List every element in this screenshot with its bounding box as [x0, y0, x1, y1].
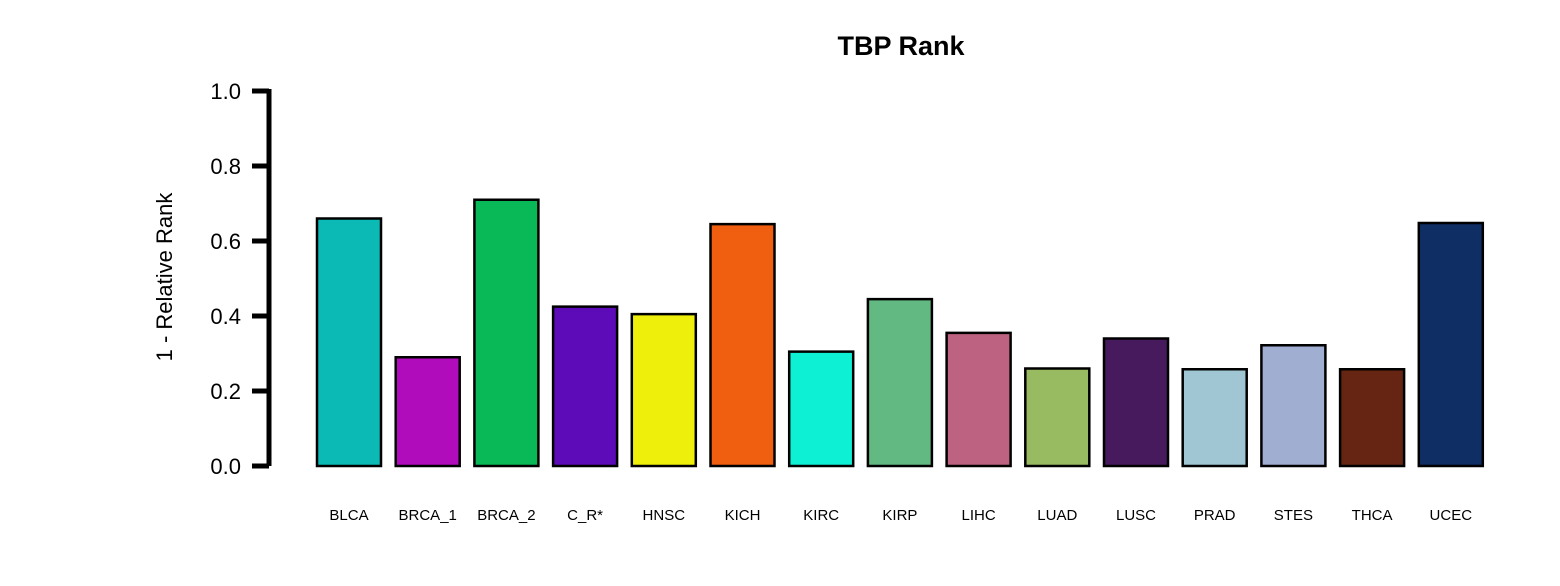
x-tick-label: LUAD: [1037, 507, 1077, 524]
x-tick-label: KICH: [725, 507, 761, 524]
y-tick-label: 0.2: [210, 379, 241, 404]
bar-lihc: [945, 331, 1012, 468]
y-tick-label: 1.0: [210, 79, 241, 104]
x-tick-label: PRAD: [1194, 507, 1236, 524]
y-tick-label: 0.8: [210, 154, 241, 179]
bar-brca-2: [473, 198, 540, 468]
x-tick-label: KIRP: [882, 507, 917, 524]
bar-blca: [315, 217, 383, 468]
x-tick-label: BRCA_2: [477, 507, 535, 524]
x-tick-label: LUSC: [1116, 507, 1156, 524]
bar-luad: [1024, 367, 1091, 468]
x-tick-label: KIRC: [803, 507, 839, 524]
x-tick-label: UCEC: [1430, 507, 1473, 524]
bar-kirc: [787, 350, 855, 468]
bar-c-r: [551, 305, 619, 468]
y-tick-label: 0.6: [210, 229, 241, 254]
bar-stes: [1260, 344, 1327, 468]
bar-prad: [1181, 368, 1248, 468]
y-tick-label: 0.0: [210, 454, 241, 479]
x-tick-label: C_R*: [567, 507, 603, 524]
bar-kich: [709, 222, 776, 468]
bars-group: [315, 198, 1485, 468]
x-tick-label: LIHC: [962, 507, 996, 524]
bar-kirp: [866, 297, 934, 468]
x-tick-label: HNSC: [643, 507, 686, 524]
y-axis-ticks: 0.0 0.2 0.4 0.6 0.8 1.0: [210, 79, 269, 479]
x-tick-label: THCA: [1352, 507, 1393, 524]
bar-ucec: [1417, 221, 1485, 468]
chart-title: TBP Rank: [837, 31, 965, 61]
bar-brca-1: [394, 356, 461, 468]
bar-thca: [1338, 368, 1406, 468]
x-tick-label: STES: [1274, 507, 1313, 524]
bar-lusc: [1102, 337, 1170, 468]
x-axis-tick-labels: BLCA BRCA_1 BRCA_2 C_R* HNSC KICH KIRC KIRP LIHC…: [329, 507, 1472, 524]
y-axis-label: 1 - Relative Rank: [152, 192, 177, 362]
x-tick-label: BLCA: [329, 507, 368, 524]
bar-hnsc: [630, 312, 698, 468]
x-tick-label: BRCA_1: [399, 507, 457, 524]
y-tick-label: 0.4: [210, 304, 241, 329]
